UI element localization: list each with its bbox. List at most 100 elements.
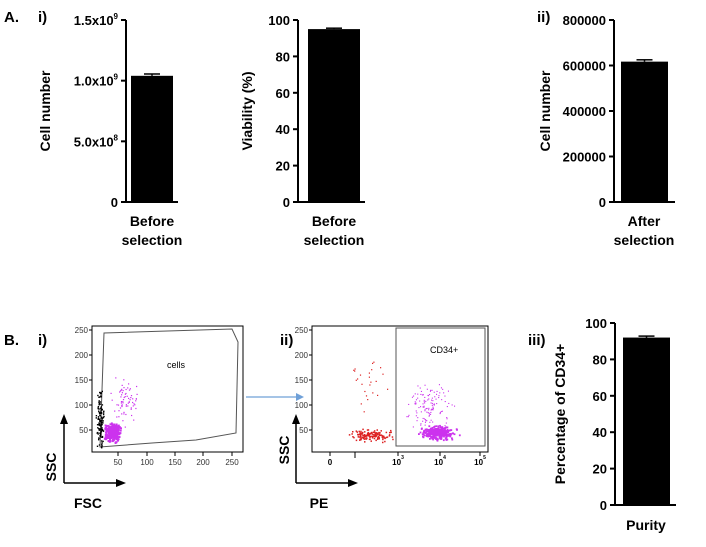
event-dot — [445, 435, 448, 438]
event-dot — [456, 429, 458, 431]
event-dot — [438, 395, 440, 397]
event-dot — [96, 424, 99, 426]
event-dot — [378, 431, 380, 434]
event-dot — [113, 435, 116, 438]
event-dot — [432, 400, 434, 402]
event-dot — [370, 433, 372, 435]
event-dot — [429, 438, 431, 440]
flow1-events — [95, 377, 138, 449]
event-dot — [118, 410, 120, 412]
cd34-gate-label: CD34+ — [430, 345, 458, 355]
event-dot — [428, 415, 430, 417]
event-dot — [440, 429, 442, 432]
y-tick-label-mantissa: 0 — [283, 195, 290, 210]
event-dot — [433, 391, 435, 393]
event-dot — [117, 438, 120, 441]
event-dot — [351, 433, 353, 435]
event-dot — [458, 434, 461, 437]
cd34-gate — [395, 327, 486, 447]
event-dot — [440, 435, 443, 438]
event-dot — [374, 433, 376, 436]
event-dot — [415, 415, 417, 417]
event-dot — [97, 406, 100, 408]
event-dot — [382, 438, 384, 441]
event-dot — [352, 431, 354, 433]
y-tick-label: 400000 — [563, 104, 606, 119]
event-dot — [421, 433, 424, 436]
event-dot — [111, 436, 114, 439]
event-dot — [360, 436, 362, 438]
event-dot — [433, 403, 435, 405]
event-dot — [430, 411, 432, 413]
y-tick-label: 5.0x108 — [74, 133, 119, 149]
event-dot — [429, 434, 431, 437]
event-dot — [111, 440, 114, 443]
event-dot — [439, 392, 441, 394]
event-dot — [126, 395, 128, 397]
event-dot — [432, 435, 435, 437]
event-dot — [354, 368, 356, 370]
event-dot — [364, 390, 366, 393]
y-tick-label-exponent: 9 — [114, 73, 119, 82]
event-dot — [125, 413, 127, 416]
event-dot — [118, 426, 121, 429]
event-dot — [107, 427, 110, 430]
event-dot — [424, 410, 426, 412]
event-dot — [430, 427, 432, 430]
event-dot — [100, 409, 102, 411]
event-dot — [442, 388, 444, 390]
flow-x-tick-label-exponent: 3 — [401, 455, 404, 461]
event-dot — [432, 409, 434, 411]
event-dot — [101, 390, 103, 393]
event-dot — [132, 398, 134, 400]
event-dot — [438, 432, 441, 435]
event-dot — [428, 414, 430, 416]
y-tick-label: 0 — [600, 498, 607, 513]
event-dot — [361, 436, 364, 439]
event-dot — [97, 408, 100, 410]
event-dot — [121, 404, 123, 406]
event-dot — [111, 399, 113, 401]
event-dot — [439, 424, 441, 427]
event-dot — [366, 437, 368, 439]
event-dot — [357, 378, 359, 380]
event-dot — [408, 414, 410, 416]
flow-y-tick-label: 200 — [295, 351, 309, 360]
event-dot — [423, 406, 425, 408]
event-dot — [98, 404, 100, 406]
panel-label-b: B. — [4, 332, 19, 349]
cells-gate-label: cells — [167, 360, 186, 370]
event-dot — [411, 396, 413, 398]
event-dot — [424, 396, 426, 398]
event-dot — [128, 389, 131, 391]
y-tick-label-mantissa: 80 — [593, 352, 607, 367]
event-dot — [447, 431, 450, 433]
y-tick-label-mantissa: 200000 — [563, 150, 606, 165]
flow-y-tick-label: 50 — [79, 426, 88, 435]
event-dot — [109, 440, 112, 443]
event-dot — [384, 437, 386, 440]
event-dot — [110, 429, 113, 431]
event-dot — [97, 416, 100, 418]
event-dot — [447, 433, 449, 436]
y-axis-label: Cell number — [37, 70, 53, 151]
event-dot — [382, 441, 384, 444]
event-dot — [384, 440, 386, 443]
event-dot — [417, 417, 419, 419]
y-tick-label-mantissa: 800000 — [563, 13, 606, 28]
flow-x-tick-label-exponent: 5 — [483, 455, 486, 461]
event-dot — [422, 403, 424, 405]
event-dot — [378, 438, 380, 440]
panel-label-b-iii: iii) — [528, 332, 546, 349]
event-dot — [348, 434, 351, 436]
event-dot — [107, 429, 110, 432]
event-dot — [421, 394, 423, 396]
event-dot — [360, 430, 362, 433]
event-dot — [115, 425, 118, 428]
event-dot — [442, 434, 445, 437]
event-dot — [420, 428, 423, 430]
event-dot — [435, 398, 437, 400]
event-dot — [389, 431, 391, 434]
event-dot — [98, 422, 100, 424]
event-dot — [125, 404, 127, 406]
